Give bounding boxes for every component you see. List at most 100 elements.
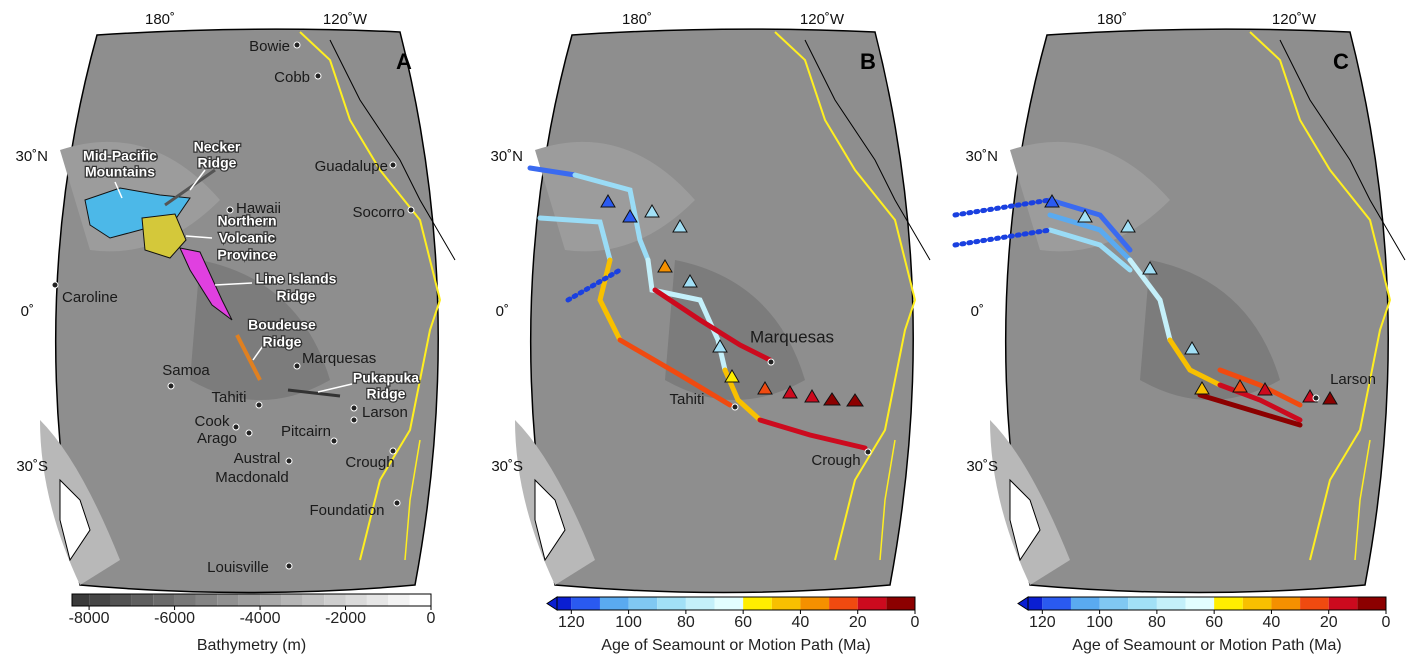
colorbar-segment xyxy=(1300,597,1329,610)
panel-letter: C xyxy=(1333,49,1349,74)
colorbar-segment xyxy=(175,594,196,606)
colorbar-tick-label: 80 xyxy=(1148,614,1166,631)
place-label: Foundation xyxy=(309,502,384,519)
lat-label: 30˚S xyxy=(491,458,523,475)
colorbar-extend xyxy=(547,597,557,610)
feature-label: Pukapuka xyxy=(353,370,419,386)
colorbar-segment xyxy=(571,597,600,610)
feature-label: Ridge xyxy=(367,386,406,402)
place-label: Tahiti xyxy=(211,389,246,406)
place-label: Samoa xyxy=(162,362,210,379)
place-label: Louisville xyxy=(207,559,269,576)
colorbar-segment xyxy=(657,597,686,610)
place-label: Macdonald xyxy=(215,469,288,486)
colorbar-segment xyxy=(1357,597,1386,610)
lat-label: 0˚ xyxy=(496,303,509,320)
colorbar-label: Bathymetry (m) xyxy=(197,637,306,654)
feature-label: Mountains xyxy=(85,164,155,180)
colorbar-segment xyxy=(800,597,829,610)
colorbar-segment xyxy=(132,594,153,606)
colorbar-segment xyxy=(281,594,302,606)
colorbar-segment xyxy=(346,594,367,606)
lon-label: 120˚W xyxy=(1272,11,1317,28)
lat-label: 30˚S xyxy=(966,458,998,475)
colorbar-segment xyxy=(1128,597,1157,610)
colorbar-segment xyxy=(217,594,238,606)
place-label: Crough xyxy=(811,452,860,469)
colorbar-segment xyxy=(303,594,324,606)
lat-label: 0˚ xyxy=(21,303,34,320)
feature-label: Volcanic xyxy=(219,230,276,246)
colorbar-segment xyxy=(1271,597,1300,610)
colorbar-tick-label: 60 xyxy=(1205,614,1223,631)
colorbar-tick-label: 120 xyxy=(1029,614,1056,631)
colorbar-tick-label: 120 xyxy=(558,614,585,631)
colorbar-segment xyxy=(239,594,260,606)
colorbar-segment xyxy=(1243,597,1272,610)
colorbar-segment xyxy=(1071,597,1100,610)
lon-label: 180˚ xyxy=(622,11,652,28)
colorbar-label: Age of Seamount or Motion Path (Ma) xyxy=(601,637,870,654)
colorbar-segment xyxy=(1100,597,1129,610)
colorbar-segment xyxy=(260,594,281,606)
colorbar-segment xyxy=(153,594,174,606)
colorbar-segment xyxy=(743,597,772,610)
figure: A 180˚ 120˚W 30˚N 0˚ 30˚S Bowie Cobb Gua… xyxy=(0,0,1407,658)
lon-label: 120˚W xyxy=(323,11,368,28)
colorbar-tick-label: -6000 xyxy=(154,610,195,627)
colorbar-segment xyxy=(196,594,217,606)
lat-label: 0˚ xyxy=(971,303,984,320)
lat-label: 30˚S xyxy=(16,458,48,475)
colorbar-tick-label: 0 xyxy=(1382,614,1391,631)
place-label: Pitcairn xyxy=(281,423,331,440)
colorbar-label: Age of Seamount or Motion Path (Ma) xyxy=(1072,637,1341,654)
colorbar-segment xyxy=(600,597,629,610)
colorbar-segment xyxy=(1028,597,1042,610)
map-base xyxy=(40,29,455,592)
feature-label: Boudeuse xyxy=(248,317,316,333)
feature-label: Necker xyxy=(194,139,241,155)
feature-label: Ridge xyxy=(263,334,302,350)
colorbar-tick-label: 20 xyxy=(849,614,867,631)
colorbar-segment xyxy=(772,597,801,610)
colorbar-tick-label: -4000 xyxy=(240,610,281,627)
colorbar-segment xyxy=(686,597,715,610)
colorbar-tick-label: -2000 xyxy=(325,610,366,627)
colorbar-segment xyxy=(388,594,409,606)
place-label: Larson xyxy=(362,404,408,421)
colorbar-segment xyxy=(1329,597,1358,610)
colorbar-segment xyxy=(110,594,131,606)
place-label: Cobb xyxy=(274,69,310,86)
colorbar-tick-label: 40 xyxy=(792,614,810,631)
colorbar-segment xyxy=(557,597,571,610)
place-label: Austral xyxy=(234,450,281,467)
lat-label: 30˚N xyxy=(15,148,48,165)
place-label: Larson xyxy=(1330,371,1376,388)
panel-letter: B xyxy=(860,49,876,74)
place-label: Bowie xyxy=(249,38,290,55)
colorbar-tick-label: 20 xyxy=(1320,614,1338,631)
place-label: Arago xyxy=(197,430,237,447)
place-label: Cook xyxy=(194,413,230,430)
colorbar-tick-label: 0 xyxy=(911,614,920,631)
colorbar-segment xyxy=(410,594,431,606)
colorbar-tick-label: -8000 xyxy=(69,610,110,627)
colorbar-segment xyxy=(72,594,89,606)
place-label: Tahiti xyxy=(669,391,704,408)
colorbar-tick-label: 100 xyxy=(1086,614,1113,631)
feature-label: Ridge xyxy=(198,155,237,171)
colorbar-segment xyxy=(367,594,388,606)
feature-label: Ridge xyxy=(277,288,316,304)
colorbar-tick-label: 0 xyxy=(427,610,436,627)
lon-label: 180˚ xyxy=(1097,11,1127,28)
panel-letter: A xyxy=(396,49,412,74)
colorbar-segment xyxy=(89,594,110,606)
colorbar-tick-label: 80 xyxy=(677,614,695,631)
colorbar-segment xyxy=(1186,597,1215,610)
colorbar-tick-label: 60 xyxy=(734,614,752,631)
place-label: Guadalupe xyxy=(315,158,388,175)
colorbar-segment xyxy=(886,597,915,610)
colorbar-segment xyxy=(324,594,345,606)
colorbar-segment xyxy=(858,597,887,610)
place-label: Socorro xyxy=(352,204,405,221)
